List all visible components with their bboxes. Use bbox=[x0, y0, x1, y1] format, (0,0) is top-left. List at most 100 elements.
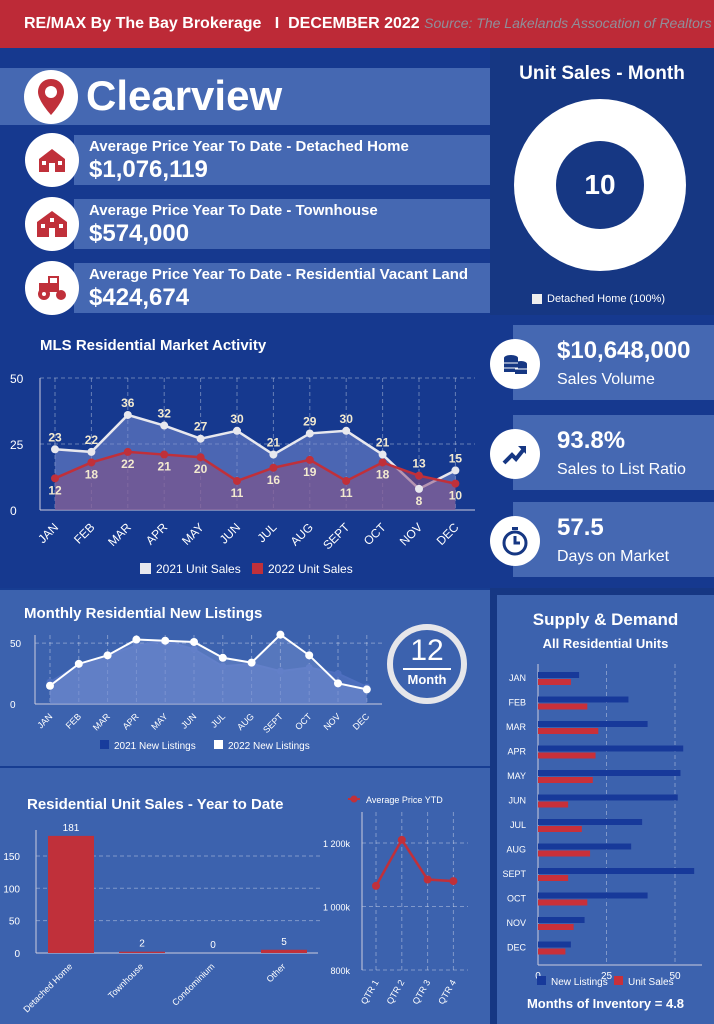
data-label: 10 bbox=[449, 489, 463, 503]
city-banner bbox=[0, 68, 490, 125]
legend-label: Average Price YTD bbox=[366, 795, 443, 805]
data-label: 27 bbox=[194, 420, 208, 434]
data-label: 21 bbox=[267, 436, 281, 450]
bar-new-listings bbox=[538, 794, 678, 801]
y-tick-label: DEC bbox=[507, 943, 527, 953]
x-tick-label: NOV bbox=[397, 520, 425, 548]
data-point bbox=[74, 659, 83, 668]
mls-chart-title: MLS Residential Market Activity bbox=[40, 337, 267, 354]
data-point bbox=[46, 681, 54, 690]
avg-price-value: $1,076,119 bbox=[89, 156, 208, 183]
data-point bbox=[190, 637, 198, 646]
y-tick-label: 25 bbox=[10, 438, 24, 452]
x-tick-label: NOV bbox=[322, 711, 343, 732]
legend-label: New Listings bbox=[551, 977, 608, 988]
data-point bbox=[161, 636, 170, 645]
data-point bbox=[372, 881, 380, 890]
legend-swatch bbox=[252, 563, 263, 574]
data-label: 19 bbox=[303, 465, 317, 479]
x-tick-label: Other bbox=[264, 961, 287, 984]
legend-marker bbox=[350, 795, 358, 803]
data-point bbox=[51, 445, 59, 454]
y-tick-label: NOV bbox=[506, 918, 526, 928]
data-point bbox=[305, 651, 314, 660]
data-label: 23 bbox=[48, 430, 62, 444]
x-tick-label: DEC bbox=[351, 711, 372, 732]
bar-unit-sales bbox=[538, 948, 566, 955]
y-tick-label: 150 bbox=[3, 852, 20, 863]
data-label: 11 bbox=[340, 486, 353, 500]
bar-unit-sales bbox=[538, 777, 593, 783]
bar-new-listings bbox=[538, 672, 580, 678]
x-tick-label: QTR 2 bbox=[385, 978, 407, 1006]
twelve-month-number: 12 bbox=[410, 634, 444, 667]
data-label: 20 bbox=[194, 462, 208, 476]
legend-swatch bbox=[537, 976, 546, 985]
x-tick-label: Detached Home bbox=[21, 961, 74, 1014]
data-label: 16 bbox=[267, 473, 281, 487]
data-point bbox=[132, 642, 140, 650]
data-label: 13 bbox=[412, 457, 426, 471]
data-label: 18 bbox=[85, 467, 99, 481]
supply-subtitle: All Residential Units bbox=[542, 636, 669, 651]
legend-label: 2022 Unit Sales bbox=[268, 562, 353, 576]
data-label: 15 bbox=[449, 451, 463, 465]
bar-new-listings bbox=[538, 917, 585, 923]
y-tick-label: OCT bbox=[507, 894, 527, 904]
bar-unit-sales bbox=[538, 850, 591, 857]
data-label: 2 bbox=[139, 939, 145, 950]
data-label: 181 bbox=[63, 823, 80, 834]
data-point bbox=[305, 664, 313, 671]
new-listings-title: Monthly Residential New Listings bbox=[24, 605, 263, 622]
data-point bbox=[305, 455, 314, 464]
data-point bbox=[342, 476, 351, 485]
y-tick-label: 800k bbox=[330, 966, 350, 976]
data-point bbox=[269, 450, 278, 459]
price-line bbox=[374, 837, 454, 887]
coins-icon bbox=[490, 339, 540, 389]
bar-unit-sales bbox=[538, 875, 569, 881]
y-tick-label: 50 bbox=[10, 639, 22, 650]
data-point bbox=[334, 670, 342, 678]
legend-label: 2022 New Listings bbox=[228, 741, 310, 752]
townhouse-icon bbox=[25, 197, 79, 251]
trend-up-icon bbox=[490, 429, 540, 479]
data-label: 5 bbox=[281, 937, 287, 948]
x-tick-label: MAY bbox=[179, 520, 207, 548]
y-tick-label: JAN bbox=[509, 673, 526, 683]
donut-legend-label: Detached Home (100%) bbox=[547, 293, 666, 305]
data-point bbox=[415, 471, 423, 480]
data-point bbox=[103, 651, 112, 660]
data-point bbox=[305, 429, 314, 438]
x-tick-label: SEPT bbox=[320, 520, 353, 553]
data-label: 29 bbox=[303, 414, 317, 428]
twelve-month-badge: 12 Month bbox=[387, 624, 467, 704]
legend-swatch bbox=[614, 976, 623, 985]
y-tick-label: JUN bbox=[509, 796, 527, 806]
data-label: 0 bbox=[210, 940, 216, 951]
stat-label: Sales Volume bbox=[557, 371, 655, 388]
stopwatch-icon bbox=[490, 516, 540, 566]
x-tick-label: SEPT bbox=[261, 711, 285, 735]
y-tick-label: 50 bbox=[10, 372, 24, 386]
bar-new-listings bbox=[538, 941, 571, 948]
data-point bbox=[123, 447, 132, 456]
bar-unit-sales bbox=[538, 801, 569, 808]
legend-swatch bbox=[532, 294, 542, 304]
stat-value: 93.8% bbox=[557, 427, 626, 454]
series-area bbox=[50, 634, 367, 704]
x-tick-label: MAR bbox=[105, 520, 134, 549]
x-tick-label: JAN bbox=[35, 711, 54, 730]
data-label: 18 bbox=[376, 467, 390, 481]
house-icon bbox=[25, 133, 79, 187]
bar-new-listings bbox=[538, 819, 643, 825]
data-label: 21 bbox=[158, 460, 172, 474]
x-tick-label: QTR 3 bbox=[410, 978, 432, 1006]
donut-legend: Detached Home (100%) bbox=[532, 293, 665, 305]
data-point bbox=[451, 466, 460, 475]
stat-value: $10,648,000 bbox=[557, 337, 691, 364]
data-point bbox=[362, 685, 371, 694]
data-point bbox=[87, 458, 96, 467]
data-point bbox=[378, 450, 387, 459]
x-tick-label: APR bbox=[143, 520, 171, 548]
